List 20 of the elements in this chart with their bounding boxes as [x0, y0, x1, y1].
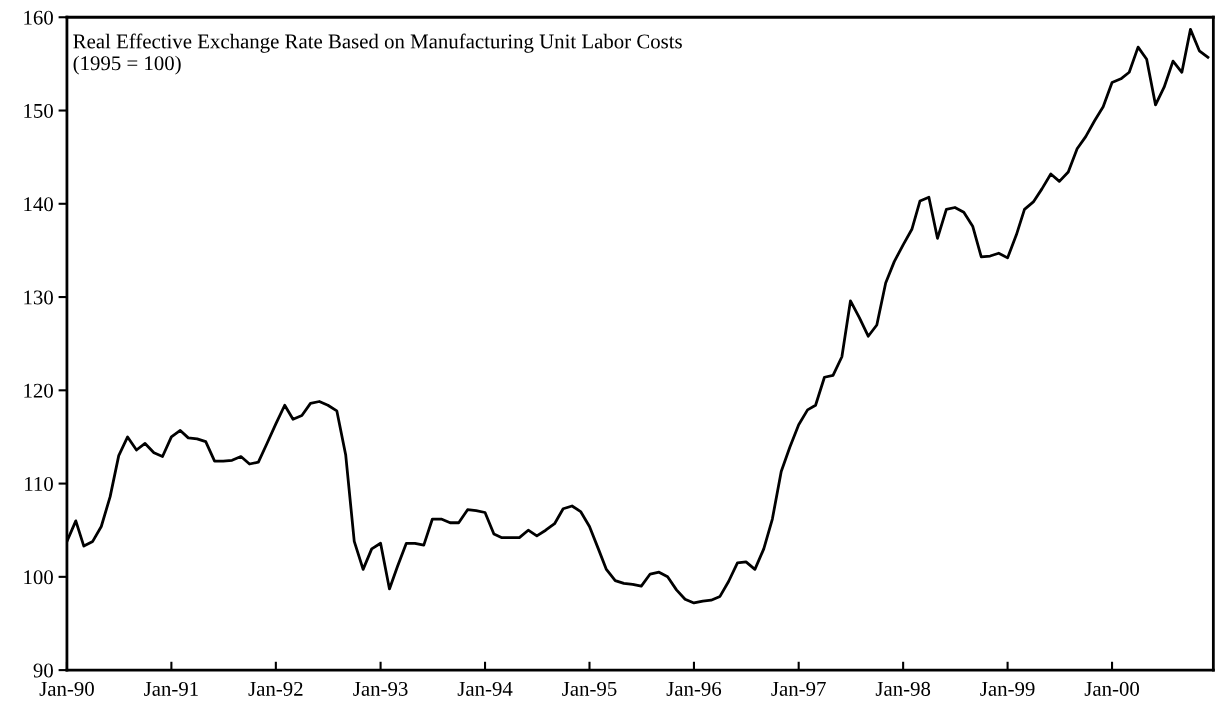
- y-tick-label: 140: [24, 197, 53, 212]
- y-tick-label: 90: [33, 663, 53, 678]
- x-tick-label: Jan-92: [248, 681, 303, 696]
- y-tick-label: 160: [24, 10, 53, 25]
- x-tick-label: Jan-97: [771, 681, 826, 696]
- y-tick-label: 120: [24, 383, 53, 398]
- x-tick-label: Jan-94: [457, 681, 513, 696]
- y-tick-label: 110: [25, 476, 53, 492]
- x-tick-label: Jan-91: [144, 681, 198, 696]
- x-tick-label: Jan-90: [39, 681, 94, 696]
- x-tick-label: Jan-99: [980, 681, 1035, 696]
- y-tick-label: 150: [24, 103, 53, 118]
- x-tick-label: Jan-98: [875, 681, 931, 696]
- text: Real Effective Exchange Rate Based on Manufacturing Unit Labor Costs (1995 = 100): [73, 33, 682, 75]
- x-tick-label: Jan-95: [562, 681, 617, 696]
- x-tick-label: Jan-93: [353, 681, 408, 696]
- x-tick-label: Jan-96: [666, 681, 722, 696]
- x-tick-label: Jan-00: [1084, 681, 1140, 696]
- y-tick-label: 100: [24, 570, 53, 585]
- y-tick-label: 130: [24, 290, 53, 305]
